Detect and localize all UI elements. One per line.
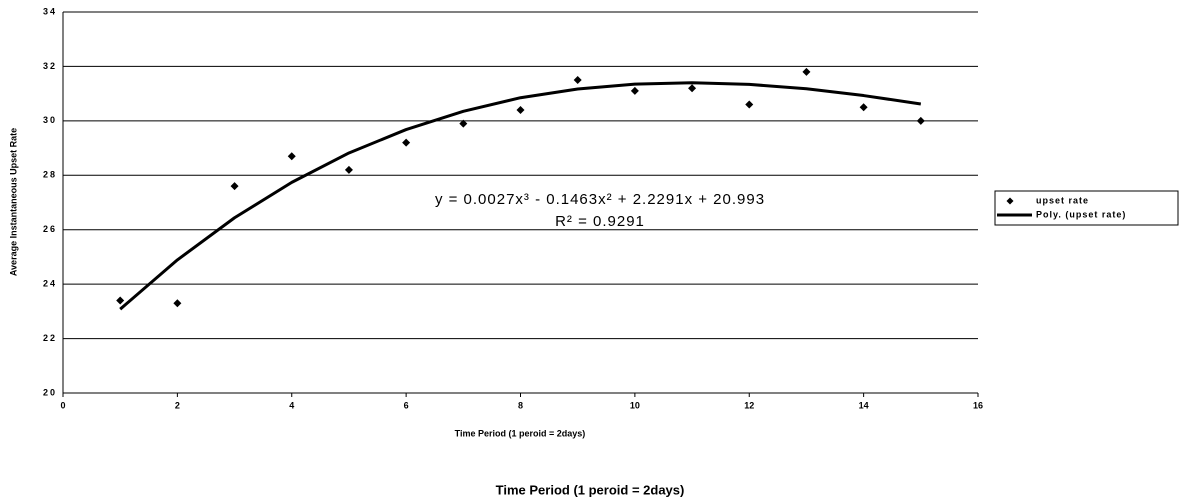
x-tick-label: 0: [60, 400, 65, 410]
point: [344, 165, 353, 174]
point: [287, 152, 296, 161]
point: [173, 299, 182, 308]
point: [516, 105, 525, 114]
point: [916, 116, 925, 125]
footer: Time Period (1 peroid = 2days): [496, 482, 685, 497]
point: [116, 296, 125, 305]
y-tick-label: 30: [43, 115, 57, 125]
x-tick-label: 16: [973, 400, 983, 410]
legend-box: [994, 190, 1179, 226]
y-tick-label: 32: [43, 61, 57, 71]
y-tick-label: 24: [43, 279, 57, 289]
trend-line: [119, 81, 922, 311]
point: [630, 86, 639, 95]
point: [745, 100, 754, 109]
y-axis-label: Average Instantaneous Upset Rate: [8, 128, 18, 276]
point: [459, 119, 468, 128]
y-tick-label: 28: [43, 170, 57, 180]
legend-label: Poly. (upset rate): [1036, 209, 1126, 219]
point: [802, 67, 811, 76]
y-tick-label: 26: [43, 224, 57, 234]
y-tick-label: 22: [43, 333, 57, 343]
y-tick-label: 20: [43, 387, 57, 397]
x-tick-label: 14: [859, 400, 869, 410]
legend-swatch: [1006, 197, 1014, 205]
point: [230, 182, 239, 191]
x-tick-label: 4: [289, 400, 294, 410]
point: [859, 103, 868, 112]
x-tick-label: 10: [630, 400, 640, 410]
x-tick-label: 12: [744, 400, 754, 410]
x-tick-label: 8: [518, 400, 523, 410]
r-squared: R² = 0.9291: [555, 213, 645, 230]
x-tick-label: 6: [404, 400, 409, 410]
x-axis-label: Time Period (1 peroid = 2days): [455, 428, 586, 438]
legend-label: upset rate: [1036, 195, 1089, 205]
point: [688, 84, 697, 93]
x-tick-label: 2: [175, 400, 180, 410]
point: [402, 138, 411, 147]
point: [573, 76, 582, 85]
y-tick-label: 34: [43, 6, 57, 16]
equation: y = 0.0027x³ - 0.1463x² + 2.2291x + 20.9…: [435, 191, 765, 208]
